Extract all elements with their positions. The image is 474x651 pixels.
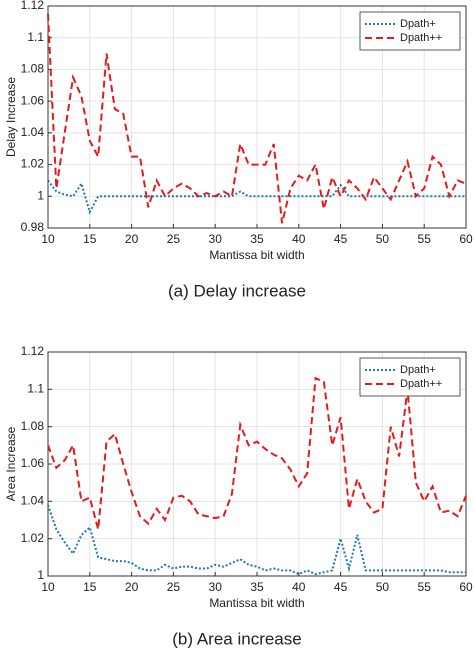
x-axis-label: Mantissa bit width (209, 248, 304, 262)
x-tick-label: 35 (250, 580, 264, 594)
x-tick-label: 30 (209, 232, 223, 246)
x-tick-label: 25 (167, 232, 181, 246)
legend-label: Dpath++ (400, 32, 442, 44)
x-tick-label: 15 (83, 232, 97, 246)
x-tick-label: 30 (209, 580, 223, 594)
x-tick-label: 15 (83, 580, 97, 594)
y-axis-label: Delay Increase (4, 77, 18, 157)
caption: (a) Delay increase (168, 281, 306, 300)
x-tick-label: 60 (459, 232, 473, 246)
x-tick-label: 10 (41, 580, 55, 594)
x-tick-label: 35 (250, 232, 264, 246)
legend-box (359, 357, 461, 397)
y-tick-label: 1 (37, 188, 44, 202)
data-line (47, 504, 466, 576)
x-tick-label: 25 (167, 580, 181, 594)
x-axis-label: Mantissa bit width (209, 596, 304, 610)
y-tick-label: 1.04 (21, 125, 45, 139)
y-tick-label: 1.12 (21, 0, 45, 12)
x-tick-label: 45 (334, 232, 348, 246)
x-tick-label: 50 (376, 232, 390, 246)
y-tick-label: 1 (37, 568, 44, 582)
y-tick-label: 1.02 (21, 157, 45, 171)
plot-frame (47, 351, 467, 577)
legend-label: Dpath++ (400, 378, 442, 390)
data-line (47, 179, 466, 215)
data-line (47, 13, 467, 224)
x-tick-label: 10 (41, 232, 55, 246)
y-tick-label: 1.06 (21, 93, 45, 107)
y-tick-label: 0.98 (21, 220, 45, 234)
y-tick-label: 1.1 (27, 382, 44, 396)
y-tick-label: 1.08 (21, 419, 45, 433)
y-tick-label: 1.12 (21, 344, 45, 358)
x-tick-label: 50 (376, 580, 390, 594)
x-tick-label: 20 (125, 580, 139, 594)
x-tick-label: 55 (418, 232, 432, 246)
x-tick-label: 40 (292, 232, 306, 246)
y-tick-label: 1.02 (21, 531, 45, 545)
legend-label: Dpath+ (400, 364, 436, 376)
y-tick-label: 1.04 (21, 494, 45, 508)
caption: (b) Area increase (172, 629, 301, 648)
x-tick-label: 40 (292, 580, 306, 594)
x-tick-label: 55 (418, 580, 432, 594)
legend-box (359, 11, 461, 51)
x-tick-label: 45 (334, 580, 348, 594)
x-tick-label: 60 (459, 580, 473, 594)
y-tick-label: 1.08 (21, 62, 45, 76)
y-tick-label: 1.06 (21, 456, 45, 470)
legend-label: Dpath+ (400, 18, 436, 30)
data-line (47, 376, 467, 530)
y-tick-label: 1.1 (27, 30, 44, 44)
plot-frame (47, 5, 467, 229)
x-tick-label: 20 (125, 232, 139, 246)
y-axis-label: Area Increase (4, 426, 18, 501)
